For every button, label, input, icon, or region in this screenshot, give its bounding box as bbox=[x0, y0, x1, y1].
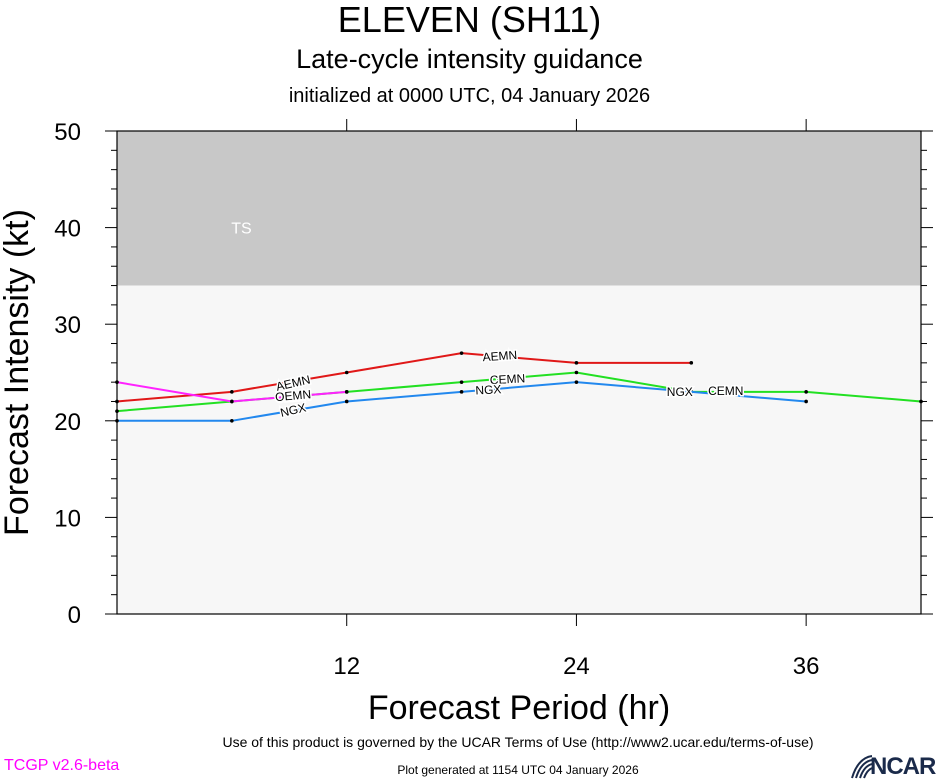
x-tick-label: 24 bbox=[563, 653, 590, 680]
series-ngx bbox=[115, 380, 808, 423]
data-point bbox=[804, 390, 808, 394]
chart-title: ELEVEN (SH11) bbox=[337, 0, 602, 40]
data-point bbox=[459, 351, 464, 355]
data-point bbox=[689, 361, 694, 365]
data-point bbox=[804, 399, 808, 404]
data-point bbox=[230, 419, 234, 423]
series-line-ngx bbox=[117, 381, 807, 422]
y-tick-label: 20 bbox=[54, 409, 81, 436]
data-point bbox=[574, 380, 579, 384]
initialization-time: initialized at 0000 UTC, 04 January 2026 bbox=[288, 85, 651, 107]
data-point bbox=[459, 380, 464, 384]
series-label-aemn: AEMN bbox=[482, 348, 518, 364]
series-line-aemn bbox=[116, 352, 692, 403]
ncar-logo: NCAR bbox=[850, 754, 939, 780]
series-label-cemn: CEMN bbox=[490, 371, 526, 387]
data-point bbox=[344, 390, 349, 394]
data-point bbox=[574, 370, 579, 375]
series-aemn bbox=[115, 351, 694, 404]
data-point bbox=[574, 361, 579, 365]
ncar-logo-text: NCAR bbox=[870, 753, 936, 780]
x-tick-label: 12 bbox=[333, 653, 360, 680]
series-label-cemn: CEMN bbox=[708, 384, 743, 398]
series-label-ngx: NGX bbox=[475, 382, 502, 397]
data-point bbox=[459, 390, 464, 394]
ncar-logo-icon bbox=[851, 755, 872, 779]
data-point bbox=[230, 390, 234, 394]
intensity-band-0 bbox=[117, 131, 921, 286]
data-point bbox=[230, 399, 234, 404]
series-label-oemn: OEMN bbox=[275, 387, 312, 404]
intensity-band-1 bbox=[117, 285, 921, 614]
series-label-cemn: CEMN bbox=[275, 388, 311, 405]
y-axis-title: Forecast Intensity (kt) bbox=[0, 209, 36, 536]
y-tick-label: 40 bbox=[54, 216, 81, 243]
y-tick-label: 30 bbox=[54, 312, 81, 339]
series-label-ngx: NGX bbox=[667, 385, 693, 399]
version-label: TCGP v2.6-beta bbox=[4, 757, 120, 774]
x-tick-label: 36 bbox=[793, 653, 820, 680]
data-point bbox=[344, 399, 349, 404]
y-tick-label: 10 bbox=[54, 505, 81, 532]
band-label-0: TS bbox=[231, 221, 251, 238]
x-axis-title: Forecast Period (hr) bbox=[368, 689, 670, 727]
plot-frame bbox=[116, 130, 922, 615]
generated-timestamp: Plot generated at 1154 UTC 04 January 20… bbox=[397, 763, 639, 777]
chart-subtitle: Late-cycle intensity guidance bbox=[296, 44, 643, 74]
y-tick-label: 0 bbox=[68, 602, 81, 629]
terms-of-use-text: Use of this product is governed by the U… bbox=[222, 734, 814, 750]
data-point bbox=[344, 370, 349, 375]
y-tick-label: 50 bbox=[54, 119, 81, 146]
